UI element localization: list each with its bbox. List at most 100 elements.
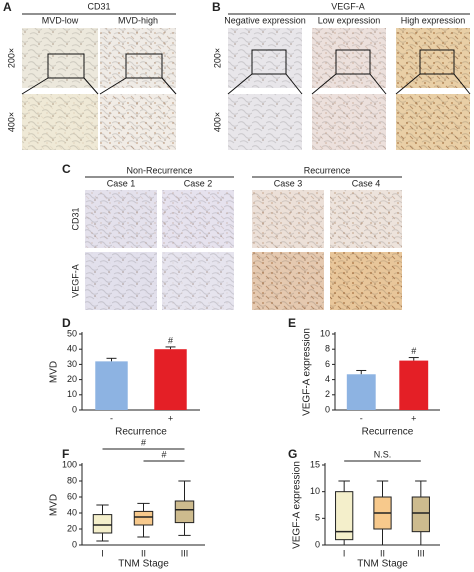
y-tick-label: 20 (67, 523, 77, 533)
row-label: 200× (212, 48, 222, 68)
row-label: 200× (6, 48, 16, 68)
column-label: Case 2 (184, 178, 213, 188)
y-tick-label: 0 (315, 539, 320, 549)
box (92, 514, 113, 534)
x-tick-label: II (380, 548, 385, 558)
y-tick-label: 30 (67, 359, 77, 369)
bar (399, 360, 429, 410)
zoom-line (311, 73, 337, 95)
micrograph-stain (252, 190, 324, 248)
zoom-line (227, 73, 253, 95)
zoom-line (21, 77, 49, 95)
y-tick-label: 0 (325, 404, 330, 414)
micrograph-stain (252, 252, 324, 310)
panel-title: VEGF-A (331, 1, 365, 11)
panel-title: CD31 (87, 1, 110, 11)
y-tick-label: 0 (72, 539, 77, 549)
significance: # (168, 335, 173, 345)
micrograph-stain (100, 94, 176, 150)
micrograph-texture (22, 28, 98, 88)
y-axis-label: MVD (49, 494, 60, 516)
bar (346, 374, 376, 410)
column-label: High expression (401, 15, 466, 25)
zoom-line (453, 73, 471, 95)
significance: N.S. (374, 449, 392, 459)
micrograph-stain (396, 28, 470, 88)
x-tick-label: I (343, 548, 346, 558)
panel-label: E (288, 316, 296, 330)
x-tick-label: + (411, 413, 416, 423)
y-tick-label: 60 (67, 491, 77, 501)
box (411, 496, 430, 533)
panel-label: B (212, 0, 221, 14)
micrograph-stain (22, 94, 98, 150)
box (335, 491, 354, 541)
zoom-line (161, 77, 177, 95)
significance: # (141, 437, 146, 447)
micrograph-stain (396, 94, 470, 150)
x-tick-label: II (141, 548, 146, 558)
y-axis-label: VEGF-A expression (302, 328, 313, 416)
micrograph-texture (228, 28, 302, 88)
x-tick-label: - (110, 413, 113, 423)
group-label: Recurrence (304, 165, 351, 175)
panel-label: C (62, 162, 71, 176)
y-tick-label: 2 (325, 389, 330, 399)
x-tick-label: + (168, 413, 173, 423)
bar (95, 361, 128, 410)
column-label: MVD-high (118, 15, 158, 25)
micrograph-texture (228, 94, 302, 150)
zoom-line (369, 73, 387, 95)
y-tick-label: 100 (62, 459, 77, 469)
y-tick-label: 6 (325, 359, 330, 369)
panel-label: D (62, 316, 71, 330)
y-tick-label: 10 (67, 389, 77, 399)
y-tick-label: 50 (67, 328, 77, 338)
box (174, 500, 195, 524)
zoom-box (125, 53, 163, 79)
y-tick-label: 4 (325, 374, 330, 384)
column-label: Case 1 (107, 178, 136, 188)
zoom-line (83, 77, 99, 95)
micrograph-stain (330, 190, 402, 248)
zoom-line (99, 77, 127, 95)
micrograph-stain (312, 28, 386, 88)
y-tick-label: 10 (320, 328, 330, 338)
y-tick-label: 10 (310, 486, 320, 496)
y-tick-label: 80 (67, 475, 77, 485)
y-axis-label: VEGF-A expression (292, 461, 303, 549)
y-axis-label: MVD (49, 361, 60, 383)
panel-label: A (3, 0, 12, 14)
box (133, 510, 154, 526)
column-label: MVD-low (42, 15, 79, 25)
x-tick-label: III (417, 548, 425, 558)
micrograph-stain (100, 28, 176, 88)
significance: # (411, 346, 416, 356)
bar (154, 349, 187, 410)
row-label: VEGF-A (70, 264, 80, 298)
row-label: 400× (212, 112, 222, 132)
micrograph-stain (85, 190, 157, 248)
micrograph-stain (162, 252, 234, 310)
y-tick-label: 8 (325, 344, 330, 354)
y-tick-label: 15 (310, 459, 320, 469)
micrograph-stain (162, 190, 234, 248)
zoom-line (285, 73, 303, 95)
x-tick-label: III (181, 548, 189, 558)
column-label: Negative expression (224, 15, 306, 25)
micrograph-stain (312, 94, 386, 150)
zoom-box (251, 49, 287, 75)
y-tick-label: 5 (315, 513, 320, 523)
group-label: Non-Recurrence (126, 165, 192, 175)
x-axis-label: TNM Stage (357, 559, 408, 570)
x-tick-label: - (360, 413, 363, 423)
row-label: CD31 (70, 207, 80, 230)
micrograph-stain (330, 252, 402, 310)
zoom-box (47, 53, 85, 79)
panel-label: G (288, 447, 297, 461)
column-label: Case 4 (352, 178, 381, 188)
significance: # (161, 449, 166, 459)
row-label: 400× (6, 112, 16, 132)
zoom-box (335, 49, 371, 75)
